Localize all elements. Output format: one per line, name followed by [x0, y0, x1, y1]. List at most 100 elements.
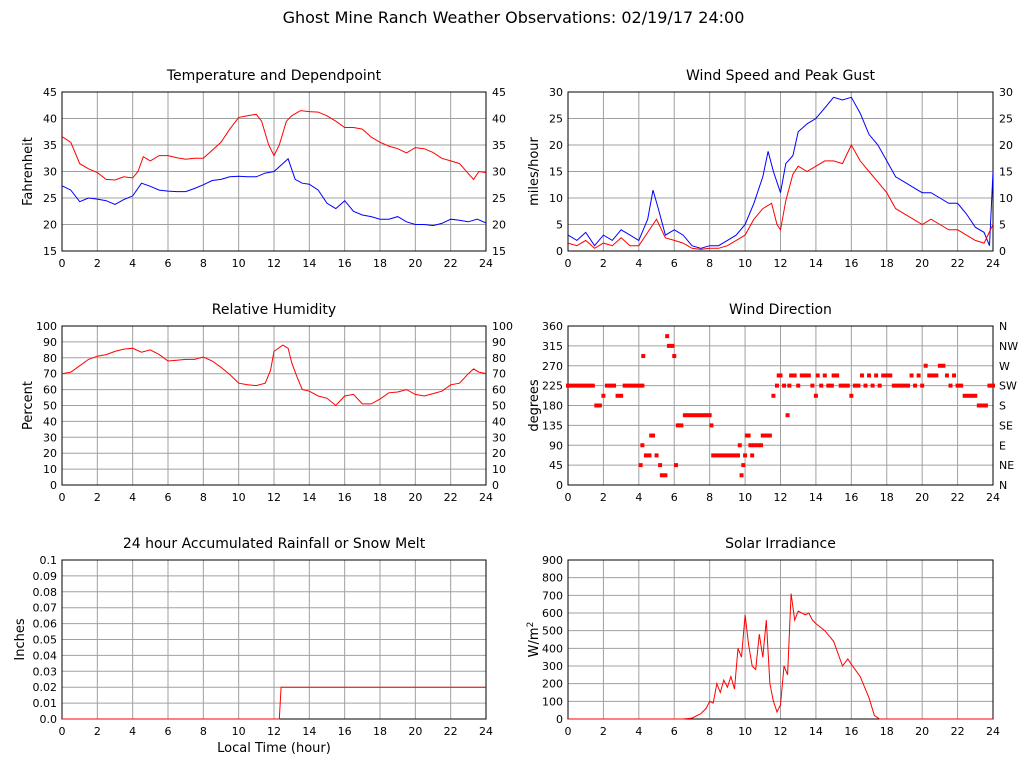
data-point	[640, 383, 645, 388]
y-tick-label: 15	[549, 166, 563, 179]
y-tick-label: 30	[43, 431, 57, 444]
series-line-1	[568, 96, 993, 249]
x-tick-label: 12	[774, 491, 788, 504]
x-tick-label: 14	[809, 491, 823, 504]
y-tick-label-right: 90	[492, 336, 506, 349]
y-axis-label: Inches	[13, 618, 28, 660]
y-tick-label: 0.03	[33, 665, 58, 678]
data-point	[767, 433, 772, 438]
y-tick-label: 180	[542, 400, 563, 413]
x-tick-label: 14	[302, 491, 316, 504]
x-tick-label: 18	[880, 491, 894, 504]
x-tick-label: 12	[267, 725, 281, 738]
x-tick-label: 22	[444, 491, 458, 504]
x-tick-label: 10	[738, 491, 752, 504]
page-title: Ghost Mine Ranch Weather Observations: 0…	[282, 8, 745, 27]
y-tick-label: 45	[549, 459, 563, 472]
y-axis-label: degrees	[527, 379, 542, 432]
y-tick-label: 0	[556, 479, 563, 492]
x-tick-label: 24	[986, 491, 1000, 504]
data-point	[674, 463, 679, 468]
y-axis-label: miles/hour	[527, 136, 542, 205]
x-tick-label: 14	[302, 725, 316, 738]
y-tick-label: 40	[43, 415, 57, 428]
x-tick-label: 24	[986, 257, 1000, 270]
data-point	[888, 373, 893, 378]
data-point	[870, 383, 875, 388]
data-point	[937, 363, 942, 368]
y-tick-label-right: 5	[999, 219, 1006, 232]
data-point	[569, 383, 574, 388]
y-tick-label-right: 15	[999, 166, 1013, 179]
data-point	[813, 393, 818, 398]
data-point	[785, 413, 790, 418]
y-tick-label: 800	[542, 572, 563, 585]
x-tick-label: 22	[951, 257, 965, 270]
data-point	[728, 453, 733, 458]
data-point	[774, 383, 779, 388]
x-tick-label: 2	[600, 257, 607, 270]
x-tick-label: 0	[565, 725, 572, 738]
y-tick-label: 600	[542, 607, 563, 620]
data-point	[856, 383, 861, 388]
data-point	[619, 393, 624, 398]
y-tick-label: 90	[549, 439, 563, 452]
data-point	[670, 343, 675, 348]
data-point	[573, 383, 578, 388]
data-point	[672, 354, 677, 359]
y-tick-label: 700	[542, 589, 563, 602]
chart-title: Temperature and Dependpoint	[166, 68, 382, 84]
x-tick-label: 20	[408, 725, 422, 738]
data-point	[636, 383, 641, 388]
y-tick-label: 360	[542, 320, 563, 333]
x-tick-label: 0	[565, 491, 572, 504]
data-point	[615, 393, 620, 398]
chart-title: Solar Irradiance	[725, 536, 836, 552]
y-tick-label-right: 60	[492, 384, 506, 397]
data-point	[810, 383, 815, 388]
data-point	[969, 393, 974, 398]
y-axis-label: W/m2	[526, 622, 542, 658]
compass-label: E	[999, 439, 1006, 452]
x-tick-label: 6	[671, 725, 678, 738]
data-point	[966, 393, 971, 398]
data-point	[983, 403, 988, 408]
x-tick-label: 8	[706, 257, 713, 270]
compass-label: W	[999, 360, 1010, 373]
x-tick-label: 10	[738, 725, 752, 738]
y-tick-label: 0.04	[33, 649, 58, 662]
y-tick-label-right: 100	[492, 320, 513, 333]
x-axis-label: Local Time (hour)	[217, 741, 331, 756]
chart-title: Wind Speed and Peak Gust	[686, 68, 875, 84]
data-point	[778, 373, 783, 378]
chart-panel-1: 0 2 4 6 8 10 12 14 16 18 20 22 241520253035404515202…	[21, 68, 506, 270]
data-point	[622, 383, 627, 388]
series-line-2	[568, 143, 993, 250]
data-point	[736, 453, 740, 458]
data-point	[948, 383, 953, 388]
chart-title: 24 hour Accumulated Rainfall or Snow Mel…	[123, 536, 426, 552]
compass-label: NE	[999, 459, 1014, 472]
data-point	[580, 383, 585, 388]
data-point	[976, 403, 981, 408]
data-point	[826, 383, 831, 388]
data-point	[895, 383, 900, 388]
data-point	[845, 383, 850, 388]
data-point	[838, 383, 843, 388]
y-tick-label-right: 35	[492, 139, 506, 152]
x-tick-label: 0	[565, 257, 572, 270]
y-tick-label: 100	[542, 695, 563, 708]
x-tick-label: 16	[338, 257, 352, 270]
x-tick-label: 20	[408, 257, 422, 270]
y-tick-label: 10	[43, 463, 57, 476]
data-point	[689, 413, 694, 418]
y-tick-label: 500	[542, 625, 563, 638]
x-tick-label: 4	[129, 491, 136, 504]
data-point	[743, 453, 748, 458]
data-point	[987, 383, 992, 388]
x-tick-label: 16	[338, 491, 352, 504]
y-tick-label: 0.08	[33, 586, 58, 599]
x-tick-label: 8	[706, 491, 713, 504]
y-tick-label-right: 10	[999, 192, 1013, 205]
